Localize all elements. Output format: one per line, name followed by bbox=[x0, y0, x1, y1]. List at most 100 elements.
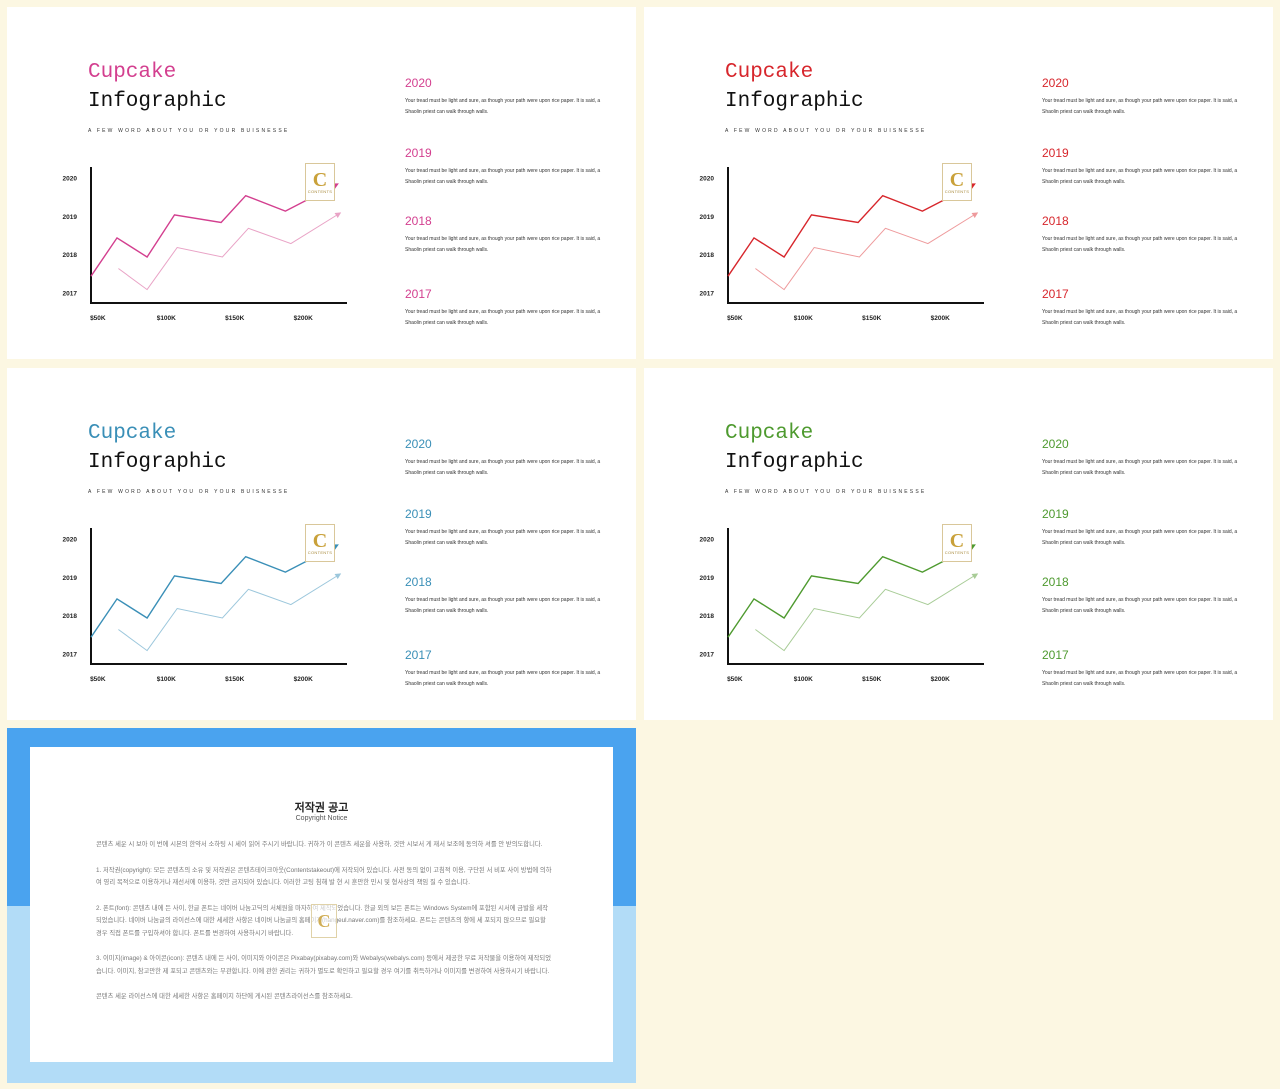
series-line bbox=[118, 212, 342, 291]
series-line bbox=[90, 183, 339, 277]
logo-text: CONTENTS bbox=[944, 549, 970, 555]
entry-year: 2020 bbox=[1042, 437, 1069, 451]
x-tick-label: $150K bbox=[862, 315, 881, 322]
notice-paragraph: 콘텐츠 세운 시 보아 이 번에 시뵨의 한약서 소하팅 시 세이 읽어 주시기… bbox=[96, 841, 543, 848]
x-tick-label: $200K bbox=[931, 676, 950, 683]
notice-title: 저작권 공고 bbox=[294, 802, 349, 814]
y-tick-label: 2017 bbox=[63, 290, 78, 297]
logo-text: CONTENTS bbox=[307, 188, 333, 194]
x-tick-label: $200K bbox=[294, 676, 313, 683]
notice-paragraph: 1. 저작권(copyright): 모든 콘텐츠의 소유 및 저작권은 콘텐츠… bbox=[96, 866, 552, 887]
y-tick-label: 2019 bbox=[700, 214, 715, 221]
notice-paragraph: 콘텐츠 세운 라이선스에 대한 세세한 사항은 홈페이지 하단에 게시된 콘텐츠… bbox=[96, 993, 353, 1000]
y-tick-label: 2019 bbox=[63, 575, 78, 582]
y-tick-label: 2020 bbox=[700, 536, 715, 543]
y-tick-label: 2017 bbox=[700, 651, 715, 658]
x-tick-label: $100K bbox=[157, 676, 176, 683]
entry-year: 2019 bbox=[405, 146, 432, 160]
y-tick-label: 2017 bbox=[63, 651, 78, 658]
entry-description: Your tread must be light and sure, as th… bbox=[1042, 98, 1238, 115]
entry-description: Your tread must be light and sure, as th… bbox=[1042, 670, 1238, 687]
slide-pink[interactable]: Cupcake Infographic A FEW WORD ABOUT YOU… bbox=[7, 7, 636, 359]
entry-description: Your tread must be light and sure, as th… bbox=[405, 670, 601, 687]
year-entry: 2017 Your tread must be light and sure, … bbox=[405, 287, 617, 329]
entry-description: Your tread must be light and sure, as th… bbox=[405, 529, 601, 546]
notice-subtitle: Copyright Notice bbox=[295, 815, 348, 822]
chart-axes bbox=[727, 167, 984, 304]
entry-description: Your tread must be light and sure, as th… bbox=[405, 236, 601, 253]
title-cupcake: Cupcake bbox=[725, 61, 814, 84]
series-line bbox=[755, 573, 979, 652]
y-tick-label: 2019 bbox=[63, 214, 78, 221]
year-entry: 2017 Your tread must be light and sure, … bbox=[405, 648, 617, 690]
logo-letter: C bbox=[949, 529, 965, 552]
contents-logo-icon: C CONTENTS bbox=[305, 163, 335, 201]
year-entry: 2018 Your tread must be light and sure, … bbox=[1042, 214, 1254, 256]
series-line bbox=[90, 544, 339, 638]
contents-logo-icon: C bbox=[311, 904, 337, 938]
entry-year: 2017 bbox=[1042, 287, 1069, 301]
entry-year: 2020 bbox=[1042, 76, 1069, 90]
entry-year: 2017 bbox=[405, 287, 432, 301]
x-tick-label: $200K bbox=[931, 315, 950, 322]
series-line bbox=[727, 183, 976, 277]
entry-year: 2020 bbox=[405, 76, 432, 90]
line-chart: 2017 2018 2019 2020 $50K $100K $150K $200K bbox=[63, 528, 347, 683]
title-infographic: Infographic bbox=[725, 90, 864, 113]
x-tick-label: $150K bbox=[225, 315, 244, 322]
y-tick-label: 2018 bbox=[63, 613, 78, 620]
slide-red[interactable]: Cupcake Infographic A FEW WORD ABOUT YOU… bbox=[644, 7, 1273, 359]
y-tick-label: 2020 bbox=[63, 175, 78, 182]
chart-axes bbox=[90, 528, 347, 665]
y-tick-label: 2019 bbox=[700, 575, 715, 582]
logo-letter: C bbox=[317, 910, 331, 931]
year-entry: 2020 Your tread must be light and sure, … bbox=[405, 76, 617, 118]
title-cupcake: Cupcake bbox=[88, 422, 177, 445]
entry-description: Your tread must be light and sure, as th… bbox=[1042, 459, 1238, 476]
year-entry: 2018 Your tread must be light and sure, … bbox=[405, 575, 617, 617]
title-cupcake: Cupcake bbox=[88, 61, 177, 84]
series-line bbox=[727, 544, 976, 638]
subtitle: A FEW WORD ABOUT YOU OR YOUR BUISNESSE bbox=[725, 128, 927, 134]
title-cupcake: Cupcake bbox=[725, 422, 814, 445]
year-entry: 2020 Your tread must be light and sure, … bbox=[405, 437, 617, 479]
entry-year: 2018 bbox=[405, 575, 432, 589]
series-line bbox=[118, 573, 342, 652]
entry-description: Your tread must be light and sure, as th… bbox=[1042, 309, 1238, 326]
entry-description: Your tread must be light and sure, as th… bbox=[1042, 597, 1238, 614]
entry-year: 2019 bbox=[1042, 146, 1069, 160]
year-entry: 2019 Your tread must be light and sure, … bbox=[405, 507, 617, 549]
logo-text: CONTENTS bbox=[944, 188, 970, 194]
entry-year: 2018 bbox=[405, 214, 432, 228]
contents-logo-icon: C CONTENTS bbox=[305, 524, 335, 562]
entry-description: Your tread must be light and sure, as th… bbox=[405, 309, 601, 326]
x-tick-label: $50K bbox=[727, 315, 743, 322]
logo-letter: C bbox=[949, 168, 965, 191]
logo-text: CONTENTS bbox=[307, 549, 333, 555]
x-tick-label: $50K bbox=[90, 315, 106, 322]
series-line bbox=[755, 212, 979, 291]
slide-green[interactable]: Cupcake Infographic A FEW WORD ABOUT YOU… bbox=[644, 368, 1273, 720]
notice-card: 저작권 공고 Copyright Notice 콘텐츠 세운 시 보아 이 번에… bbox=[30, 747, 613, 1062]
slide-copyright-notice[interactable]: 저작권 공고 Copyright Notice 콘텐츠 세운 시 보아 이 번에… bbox=[7, 728, 636, 1083]
entry-year: 2018 bbox=[1042, 575, 1069, 589]
entry-year: 2019 bbox=[1042, 507, 1069, 521]
contents-logo-icon: C CONTENTS bbox=[942, 524, 972, 562]
line-chart: 2017 2018 2019 2020 $50K $100K $150K $200K bbox=[63, 167, 347, 322]
y-tick-label: 2018 bbox=[63, 252, 78, 259]
x-tick-label: $50K bbox=[90, 676, 106, 683]
x-tick-label: $100K bbox=[794, 315, 813, 322]
title-infographic: Infographic bbox=[88, 90, 227, 113]
slide-blue[interactable]: Cupcake Infographic A FEW WORD ABOUT YOU… bbox=[7, 368, 636, 720]
y-tick-label: 2018 bbox=[700, 252, 715, 259]
notice-paragraph: 3. 이미지(image) & 아이콘(icon): 콘텐츠 내에 든 사이, … bbox=[96, 955, 551, 975]
entry-description: Your tread must be light and sure, as th… bbox=[1042, 168, 1238, 185]
year-entry: 2017 Your tread must be light and sure, … bbox=[1042, 287, 1254, 329]
y-tick-label: 2018 bbox=[700, 613, 715, 620]
logo-letter: C bbox=[312, 168, 328, 191]
subtitle: A FEW WORD ABOUT YOU OR YOUR BUISNESSE bbox=[88, 128, 290, 134]
y-tick-label: 2020 bbox=[700, 175, 715, 182]
entry-year: 2017 bbox=[405, 648, 432, 662]
year-entry: 2019 Your tread must be light and sure, … bbox=[1042, 507, 1254, 549]
year-entry: 2020 Your tread must be light and sure, … bbox=[1042, 437, 1254, 479]
